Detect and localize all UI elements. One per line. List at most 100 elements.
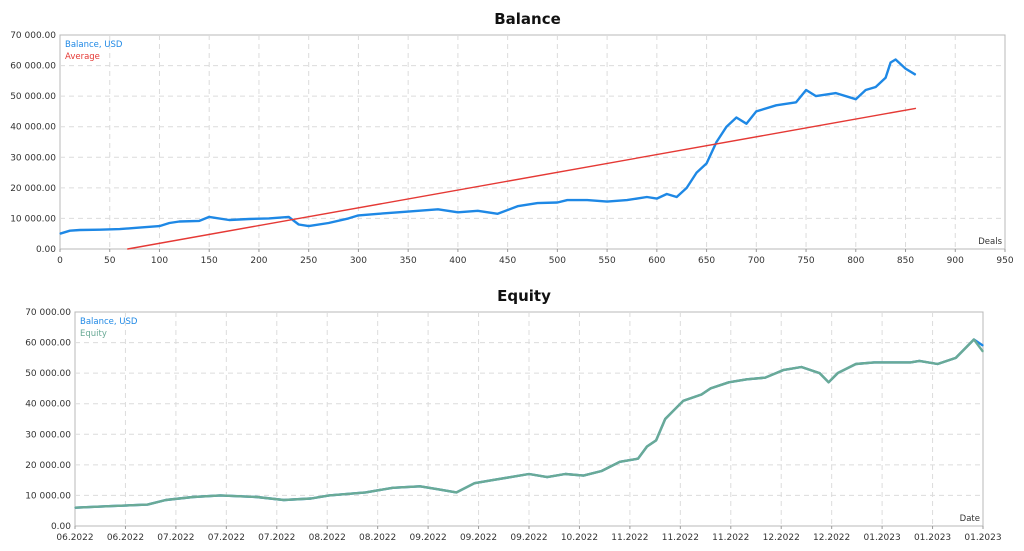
plot-area xyxy=(74,311,984,527)
data-point xyxy=(875,86,877,88)
data-point xyxy=(755,110,757,112)
x-axis-label: Date xyxy=(960,514,980,524)
data-point xyxy=(904,68,907,70)
data-point xyxy=(497,213,499,215)
data-point xyxy=(706,162,708,164)
x-tick-label: 400 xyxy=(449,256,466,266)
chart-balance: Balance 0.00 10 000.00 20 000.00 30 000.00 40… xyxy=(10,10,1014,266)
data-point xyxy=(895,58,897,61)
x-tick-label: 650 xyxy=(698,256,715,266)
y-tick-label: 10 000.00 xyxy=(25,491,71,501)
data-point xyxy=(417,210,419,212)
series-line-equity xyxy=(74,338,984,509)
x-tick-label: 09.2022 xyxy=(460,533,497,543)
data-point xyxy=(819,372,821,374)
chart-equity: Equity 0.00 10 000.00 20 000.00 30 000.00 40 … xyxy=(25,287,1001,543)
data-point xyxy=(686,187,688,189)
y-tick-label: 40 000.00 xyxy=(10,123,56,133)
data-point xyxy=(165,499,167,501)
x-tick-label: 50 xyxy=(104,256,116,266)
data-point xyxy=(914,107,917,109)
data-point xyxy=(397,211,399,213)
data-point xyxy=(119,228,121,230)
data-point xyxy=(918,360,921,362)
y-tick-label: 0.00 xyxy=(36,245,56,255)
x-axis-label: Deals xyxy=(978,237,1002,247)
data-point xyxy=(646,196,648,198)
data-point xyxy=(419,485,421,487)
data-point xyxy=(178,220,180,223)
x-tick-label: 500 xyxy=(549,256,566,266)
plot-area xyxy=(59,34,1006,250)
data-point xyxy=(746,378,748,380)
y-tick-label: 50 000.00 xyxy=(10,92,56,102)
data-point xyxy=(815,95,817,97)
data-point xyxy=(885,77,887,79)
data-point xyxy=(298,223,300,226)
data-point xyxy=(775,104,777,106)
data-point xyxy=(828,381,830,383)
data-point xyxy=(835,92,837,94)
data-point xyxy=(710,387,712,389)
data-point xyxy=(377,213,379,215)
data-point xyxy=(477,210,479,212)
x-tick-label: 200 xyxy=(250,256,267,266)
data-point xyxy=(890,61,892,64)
data-point xyxy=(110,505,112,507)
y-tick-label: 20 000.00 xyxy=(10,184,56,194)
data-point xyxy=(855,363,857,365)
data-point xyxy=(782,369,784,371)
data-point xyxy=(855,98,857,100)
data-point xyxy=(147,504,149,506)
data-point xyxy=(601,470,603,472)
data-point xyxy=(308,225,310,227)
data-point xyxy=(626,199,628,201)
chart-title: Balance xyxy=(494,10,561,28)
x-tick-label: 700 xyxy=(748,256,765,266)
data-point xyxy=(510,476,512,478)
data-point xyxy=(982,351,984,353)
x-tick-label: 01.2023 xyxy=(864,533,901,543)
data-point xyxy=(556,201,559,204)
data-point xyxy=(365,491,367,493)
data-point xyxy=(168,222,170,224)
data-point xyxy=(696,172,698,174)
y-tick-label: 30 000.00 xyxy=(25,430,71,440)
data-point xyxy=(310,497,312,500)
data-point xyxy=(725,126,728,128)
data-point xyxy=(437,208,439,210)
data-point xyxy=(582,475,585,477)
data-point xyxy=(328,222,330,224)
series-line-average xyxy=(127,107,916,250)
data-point xyxy=(682,400,685,402)
data-point xyxy=(891,361,893,363)
x-tick-label: 600 xyxy=(648,256,665,266)
data-point xyxy=(346,493,348,495)
data-point xyxy=(457,211,459,213)
x-tick-label: 09.2022 xyxy=(510,533,547,543)
data-point xyxy=(473,482,476,484)
data-point xyxy=(656,198,658,200)
x-tick-label: 350 xyxy=(400,256,417,266)
x-tick-label: 750 xyxy=(797,256,814,266)
legend-entry: Balance, USD xyxy=(65,40,123,50)
x-tick-label: 07.2022 xyxy=(208,533,245,543)
y-tick-label: 10 000.00 xyxy=(10,214,56,224)
y-tick-label: 20 000.00 xyxy=(25,461,71,471)
data-point xyxy=(74,507,76,509)
data-point xyxy=(347,217,350,219)
data-point xyxy=(973,338,975,341)
data-point xyxy=(700,393,703,396)
data-point xyxy=(914,74,917,76)
data-point xyxy=(564,473,566,475)
x-tick-label: 09.2022 xyxy=(410,533,447,543)
x-tick-label: 450 xyxy=(499,256,516,266)
data-point xyxy=(735,116,738,119)
x-tick-label: 0 xyxy=(57,256,63,266)
data-point xyxy=(328,494,330,496)
data-point xyxy=(79,229,81,231)
x-tick-label: 800 xyxy=(847,256,864,266)
x-tick-label: 07.2022 xyxy=(258,533,295,543)
data-point xyxy=(873,361,875,363)
